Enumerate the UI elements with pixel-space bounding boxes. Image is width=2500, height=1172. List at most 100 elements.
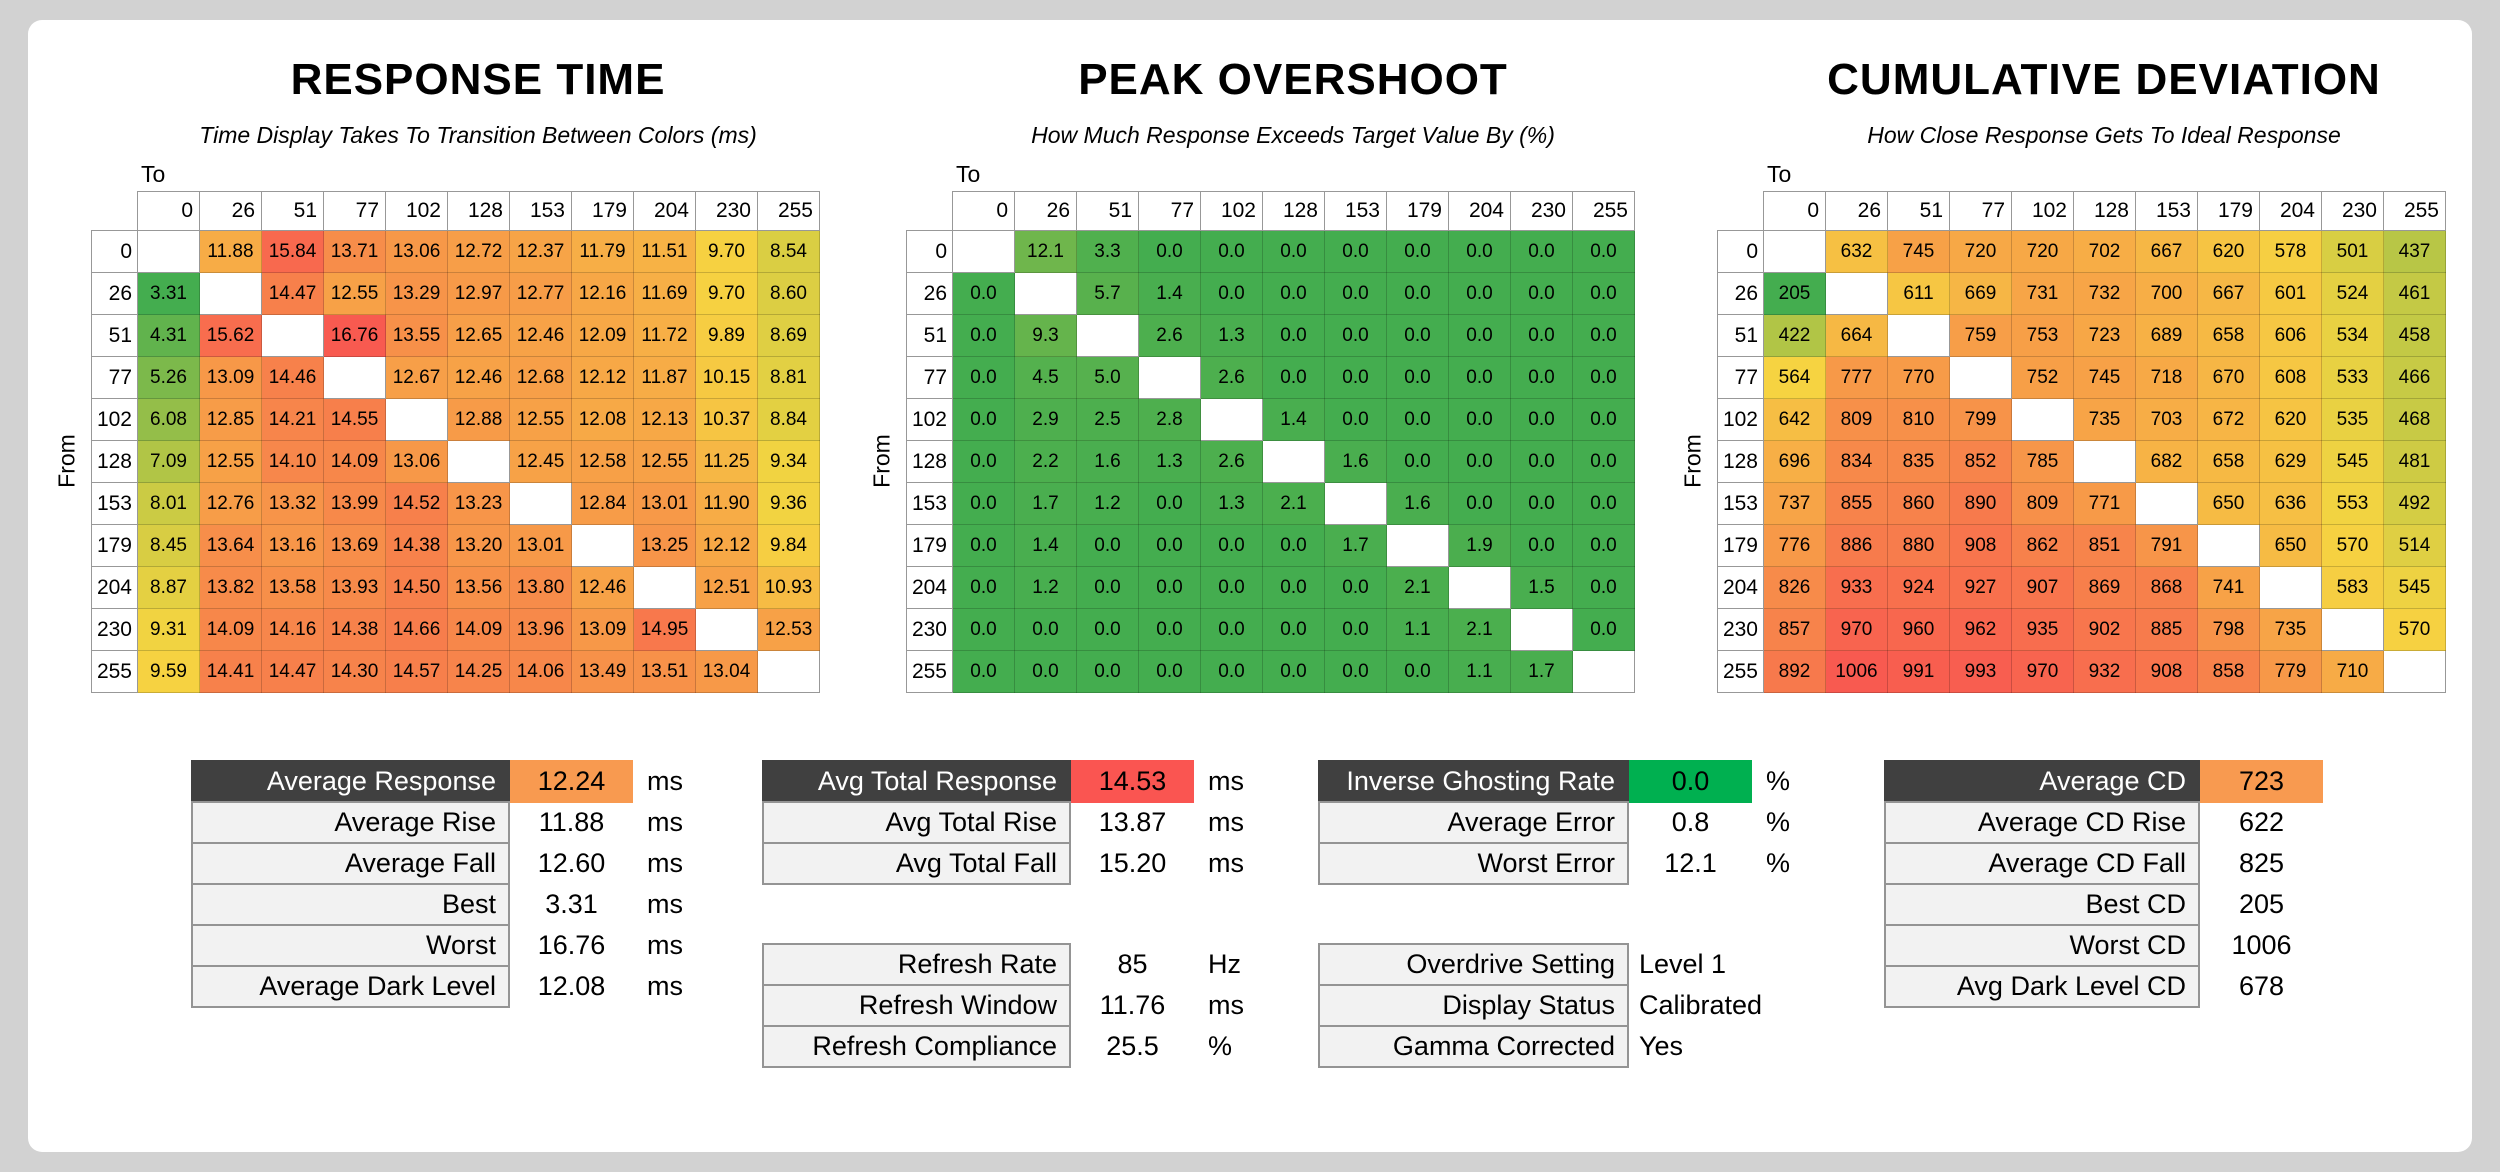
heatmap-cell: 13.16 [261,524,324,567]
heatmap-cell: 1.6 [1324,440,1387,483]
col-header: 77 [1949,191,2012,231]
heatmap-cell: 689 [2135,314,2198,357]
heatmap-cell: 10.37 [695,398,758,441]
row-header: 102 [906,398,953,441]
heatmap-cell: 1.3 [1200,314,1263,357]
heatmap-cell: 13.82 [199,566,262,609]
col-header: 179 [1386,191,1449,231]
heatmap-cell: 1.9 [1448,524,1511,567]
heatmap-cell: 720 [2011,230,2074,273]
heatmap-cell: 2.6 [1200,356,1263,399]
stat-value: 12.1 [1664,848,1717,878]
heatmap-cell: 13.64 [199,524,262,567]
heatmap-cell: 0.0 [1138,230,1201,273]
heatmap-cell: 14.38 [323,608,386,651]
heatmap-cell: 890 [1949,482,2012,525]
heatmap-cell: 664 [1825,314,1888,357]
heatmap-diagonal-cell [1572,650,1635,693]
heatmap-cell: 12.16 [571,272,634,315]
col-header: 230 [1510,191,1573,231]
stat-row: Overdrive Setting Level 1 [1318,943,1790,986]
heatmap-cell: 636 [2259,482,2322,525]
heatmap-cell: 524 [2321,272,2384,315]
stat-value: 12.60 [537,848,606,878]
heatmap-cell: 1.6 [1076,440,1139,483]
stat-value: Calibrated [1639,990,1763,1020]
heatmap-cell: 0.0 [1572,314,1635,357]
heatmap-cell: 0.0 [1262,566,1325,609]
heatmap-cell: 1.4 [1138,272,1201,315]
stat-value: 85 [1117,949,1148,979]
stat-value: 205 [2238,889,2285,919]
heatmap-cell: 0.0 [1386,356,1449,399]
heatmap-cell: 892 [1763,650,1826,693]
total-response-summary-table: Avg Total Response 14.53 ms Avg Total Rise 1… [762,760,1244,1068]
heatmap-cell: 0.0 [1572,524,1635,567]
heatmap-cell: 12.46 [447,356,510,399]
row-header: 51 [1717,314,1764,357]
col-header: 255 [757,191,820,231]
heatmap-diagonal-cell [509,482,572,525]
heatmap-cell: 0.0 [1262,230,1325,273]
heatmap-cell: 1.7 [1324,524,1387,567]
heatmap-cell: 868 [2135,566,2198,609]
corner-cell [907,192,953,231]
row-header: 204 [1717,566,1764,609]
x-axis-label-to: To [1767,161,1792,187]
heatmap-cell: 0.0 [1200,230,1263,273]
heatmap-cell: 0.0 [952,314,1015,357]
stat-label: Worst Error [1318,842,1629,885]
heatmap-cell: 0.0 [952,650,1015,693]
heatmap-cell: 2.6 [1200,440,1263,483]
heatmap-cell: 14.06 [509,650,572,693]
heatmap-cell: 2.1 [1448,608,1511,651]
heatmap-cell: 492 [2383,482,2446,525]
heatmap-cell: 534 [2321,314,2384,357]
heatmap-cell: 0.0 [952,566,1015,609]
cumulative-deviation-heatmap: 0 26 51 77 102 128 153 179 204 230 255 0 632 745 720 72… [1717,191,2446,693]
heatmap-cell: 13.09 [571,608,634,651]
col-header: 255 [2383,191,2446,231]
stat-unit: ms [647,807,683,837]
heatmap-cell: 553 [2321,482,2384,525]
heatmap-cell: 718 [2135,356,2198,399]
col-header: 102 [2011,191,2074,231]
heatmap-cell: 702 [2073,230,2136,273]
heatmap-cell: 9.70 [695,230,758,273]
stat-unit: ms [1208,848,1244,878]
heatmap-cell: 8.60 [757,272,820,315]
heatmap-cell: 667 [2197,272,2260,315]
heatmap-cell: 2.1 [1386,566,1449,609]
heatmap-cell: 0.0 [1262,272,1325,315]
heatmap-cell: 0.0 [1572,272,1635,315]
heatmap-cell: 741 [2197,566,2260,609]
heatmap-cell: 13.09 [199,356,262,399]
heatmap-cell: 8.45 [137,524,200,567]
heatmap-cell: 12.58 [571,440,634,483]
heatmap-cell: 13.29 [385,272,448,315]
stat-group: Overdrive Setting Level 1 Display Status Ca… [1318,943,1790,1068]
heatmap-cell: 0.0 [1510,482,1573,525]
heatmap-diagonal-cell [1448,566,1511,609]
stat-unit: ms [1208,807,1244,837]
col-header: 102 [385,191,448,231]
x-axis-label-to: To [956,161,981,187]
stat-label: Avg Total Fall [762,842,1071,885]
heatmap-cell: 932 [2073,650,2136,693]
heatmap-cell: 798 [2197,608,2260,651]
stat-unit: ms [1208,990,1244,1020]
y-axis-label-from: From [868,434,895,488]
heatmap-cell: 8.01 [137,482,200,525]
heatmap-cell: 669 [1949,272,2012,315]
heatmap-cell: 13.23 [447,482,510,525]
heatmap-cell: 13.32 [261,482,324,525]
heatmap-cell: 13.06 [385,230,448,273]
heatmap-cell: 5.26 [137,356,200,399]
heatmap-cell: 993 [1949,650,2012,693]
stat-row: Refresh Compliance 25.5% [762,1025,1244,1068]
stat-row: Best 3.31 ms [191,883,683,926]
heatmap-cell: 752 [2011,356,2074,399]
heatmap-cell: 1.4 [1014,524,1077,567]
stat-row: Display Status Calibrated [1318,984,1790,1027]
heatmap-cell: 0.0 [1448,314,1511,357]
